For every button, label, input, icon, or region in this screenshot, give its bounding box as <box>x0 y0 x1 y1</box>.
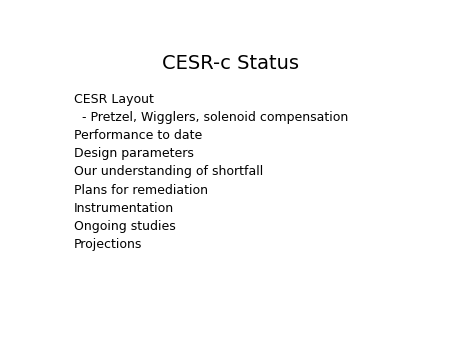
Text: Design parameters: Design parameters <box>74 147 194 160</box>
Text: Plans for remediation: Plans for remediation <box>74 184 208 197</box>
Text: Performance to date: Performance to date <box>74 129 202 142</box>
Text: Ongoing studies: Ongoing studies <box>74 220 176 233</box>
Text: Projections: Projections <box>74 238 142 251</box>
Text: CESR-c Status: CESR-c Status <box>162 54 299 73</box>
Text: Instrumentation: Instrumentation <box>74 202 174 215</box>
Text: - Pretzel, Wigglers, solenoid compensation: - Pretzel, Wigglers, solenoid compensati… <box>74 111 348 124</box>
Text: CESR Layout: CESR Layout <box>74 93 153 105</box>
Text: Our understanding of shortfall: Our understanding of shortfall <box>74 166 263 178</box>
